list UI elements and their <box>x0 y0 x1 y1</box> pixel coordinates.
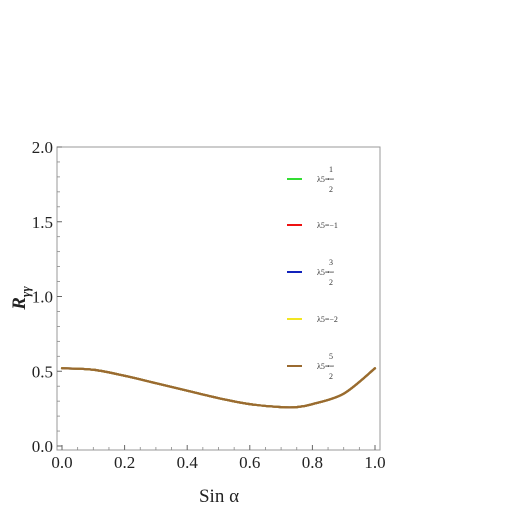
y-tick-label: 0.0 <box>32 437 53 456</box>
legend-fraction-denominator: 2 <box>329 278 333 287</box>
x-tick-label: 0.2 <box>114 453 135 472</box>
legend-label: λ5=−1 <box>317 221 338 230</box>
x-axis-title: Sin α <box>199 486 239 507</box>
y-axis-title: Rγγ <box>9 286 33 311</box>
legend-item: λ5=−1 <box>287 221 338 230</box>
y-tick-label: 1.5 <box>32 213 53 232</box>
x-tick-label: 0.6 <box>239 453 260 472</box>
y-axis-title-subscript: γγ <box>18 286 33 297</box>
legend-fraction-numerator: 5 <box>329 352 333 361</box>
ticks: 0.0 0.2 0.4 0.6 0.8 1.0 0.0 0.5 1.0 1.5 2.0 <box>32 138 386 472</box>
legend-label: λ5=− <box>317 175 334 184</box>
legend-item: λ5=−3 2 <box>287 258 334 287</box>
legend-item: λ5=−2 <box>287 315 338 324</box>
x-tick-label: 0.0 <box>51 453 72 472</box>
series-line-5 <box>60 367 377 409</box>
y-tick-label: 0.5 <box>32 362 53 381</box>
legend-item: λ5=−5 2 <box>287 352 334 381</box>
series-lines <box>60 367 377 409</box>
x-tick-label: 0.4 <box>177 453 199 472</box>
y-tick-label: 1.0 <box>32 288 53 307</box>
legend-item: λ5=−1 2 <box>287 165 334 194</box>
legend-fraction-numerator: 3 <box>329 258 333 267</box>
y-tick-label: 2.0 <box>32 138 53 157</box>
legend-label: λ5=−2 <box>317 315 338 324</box>
x-tick-label: 1.0 <box>364 453 385 472</box>
legend-fraction-denominator: 2 <box>329 372 333 381</box>
legend-fraction-numerator: 1 <box>329 165 333 174</box>
y-axis-title-main: R <box>9 297 30 311</box>
x-tick-label: 0.8 <box>302 453 323 472</box>
legend-label: λ5=− <box>317 362 334 371</box>
legend-fraction-denominator: 2 <box>329 185 333 194</box>
legend-label: λ5=− <box>317 268 334 277</box>
